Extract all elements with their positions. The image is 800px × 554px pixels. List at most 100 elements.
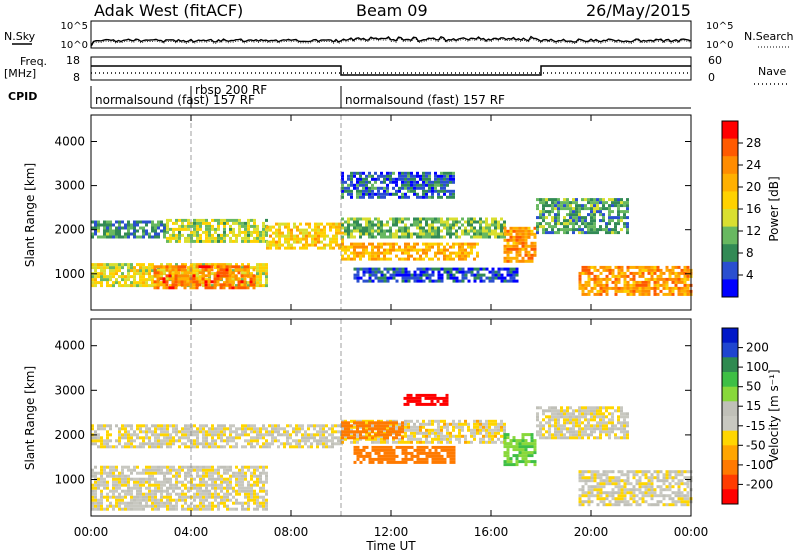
power-cell [177, 277, 181, 281]
power-cell [620, 274, 624, 278]
power-cell [350, 174, 353, 178]
velocity-cell [626, 503, 630, 507]
power-cell [177, 265, 181, 269]
velocity-cell [244, 430, 247, 434]
power-cell [350, 245, 353, 249]
velocity-cell [581, 421, 584, 425]
power-cell [359, 192, 362, 196]
power-cell [488, 226, 491, 230]
velocity-cell [166, 439, 169, 443]
velocity-cell [205, 465, 208, 469]
power-cell [671, 289, 675, 293]
velocity-cell [256, 498, 259, 502]
power-cell [461, 223, 464, 227]
velocity-cell [199, 495, 202, 499]
power-cell [467, 267, 471, 271]
velocity-cell [112, 489, 115, 493]
power-cell [169, 236, 172, 240]
power-cell [476, 270, 480, 274]
velocity-cell [193, 483, 196, 487]
velocity-cell [524, 433, 528, 437]
power-cell [602, 216, 605, 220]
velocity-cell [548, 409, 551, 413]
power-cell [515, 279, 519, 283]
power-cell [620, 228, 623, 232]
power-cell [121, 220, 124, 224]
power-cell [380, 226, 383, 230]
velocity-cell [172, 474, 175, 478]
velocity-cell [118, 492, 121, 496]
velocity-cell [172, 483, 175, 487]
power-cell [106, 263, 109, 267]
velocity-cell [103, 427, 106, 431]
velocity-cell [232, 495, 235, 499]
velocity-cell [575, 415, 578, 419]
velocity-cell [232, 489, 235, 493]
power-cell [437, 177, 440, 181]
velocity-cell [539, 421, 542, 425]
velocity-cell [241, 474, 244, 478]
velocity-cell [211, 427, 214, 431]
power-cell [419, 177, 422, 181]
power-cell [377, 254, 380, 258]
power-cell [232, 221, 235, 225]
power-cell [422, 273, 426, 277]
velocity-cell [148, 474, 151, 478]
power-cell [407, 254, 410, 258]
power-cell [130, 266, 133, 270]
power-cell [243, 268, 247, 272]
power-cell [166, 263, 169, 267]
power-cell [362, 229, 365, 233]
power-cell [521, 235, 525, 239]
power-cell [344, 232, 347, 236]
velocity-cell [587, 470, 591, 474]
power-cell [142, 266, 145, 270]
power-cell [196, 221, 199, 225]
velocity-cell [470, 431, 473, 435]
velocity-cell [470, 428, 473, 432]
velocity-cell [491, 428, 494, 432]
velocity-cell [286, 433, 289, 437]
velocity-cell [626, 430, 629, 434]
power-cell [422, 279, 426, 283]
velocity-cell [617, 409, 620, 413]
power-cell [578, 219, 581, 223]
power-cell [431, 257, 434, 261]
velocity-cell [440, 428, 443, 432]
velocity-cell [569, 433, 572, 437]
power-cell [196, 218, 199, 222]
power-cell [266, 240, 269, 244]
power-cell [431, 232, 434, 236]
power-cell [121, 263, 124, 267]
power-cell [157, 223, 160, 227]
velocity-cell [371, 427, 374, 431]
velocity-cell [596, 485, 600, 489]
velocity-cell [319, 430, 322, 434]
velocity-cell [593, 488, 597, 492]
velocity-cell [548, 430, 551, 434]
power-cell [599, 225, 602, 229]
power-cell [174, 286, 178, 290]
power-cell [614, 265, 618, 269]
power-cell [338, 228, 341, 232]
velocity-cell [190, 439, 193, 443]
power-cell [175, 218, 178, 222]
power-cell [518, 226, 522, 230]
velocity-cell [341, 433, 344, 437]
velocity-cell [359, 460, 363, 464]
velocity-cell [398, 430, 401, 434]
power-cell [671, 268, 675, 272]
velocity-cell [521, 445, 525, 449]
power-cell [647, 268, 651, 272]
velocity-cell [148, 480, 151, 484]
velocity-cell [491, 422, 494, 426]
power-cell [617, 219, 620, 223]
velocity-cell [181, 504, 184, 508]
velocity-cell [383, 436, 386, 440]
power-cell [332, 225, 335, 229]
power-cell [91, 263, 94, 267]
velocity-cell [199, 424, 202, 428]
power-cell [599, 228, 602, 232]
power-cell [497, 226, 500, 230]
power-cell [190, 224, 193, 228]
